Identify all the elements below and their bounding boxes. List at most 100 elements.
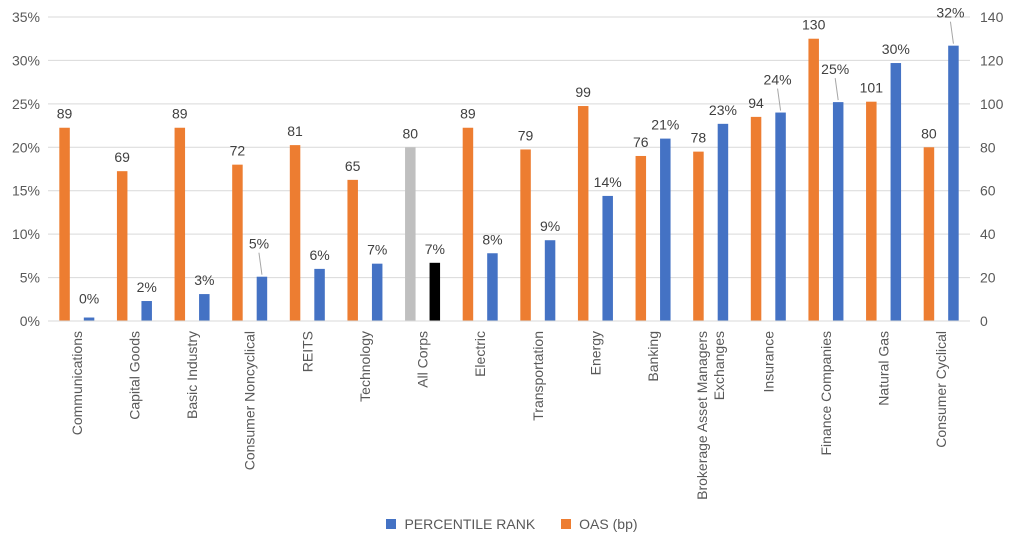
y-right-tick-label: 80 bbox=[980, 139, 996, 155]
category-label: Banking bbox=[645, 331, 661, 382]
y-right-tick-label: 100 bbox=[980, 96, 1004, 112]
percentile-bar bbox=[256, 276, 268, 321]
callout-line bbox=[777, 88, 782, 111]
y-left-tick-label: 5% bbox=[20, 270, 40, 286]
category-label-line: REITS bbox=[299, 331, 315, 372]
oas-data-label: 130 bbox=[802, 17, 826, 33]
y-left-tick-label: 30% bbox=[12, 52, 40, 68]
percentile-bar bbox=[314, 268, 325, 321]
category-label: Consumer Cyclical bbox=[933, 331, 949, 448]
category-label: Technology bbox=[357, 331, 373, 402]
percentile-bar bbox=[544, 240, 556, 321]
category-label-line: Technology bbox=[357, 331, 373, 402]
percentile-bar bbox=[602, 195, 613, 321]
callout-line bbox=[834, 78, 839, 101]
oas-bar bbox=[59, 127, 70, 321]
y-right-tick-label: 120 bbox=[980, 52, 1004, 68]
oas-bar bbox=[693, 151, 704, 321]
oas-bar bbox=[866, 101, 877, 321]
oas-bar bbox=[635, 155, 647, 321]
y-left-tick-label: 35% bbox=[12, 9, 40, 25]
y-left-tick-label: 15% bbox=[12, 183, 40, 199]
category-label-line: Exchanges bbox=[711, 331, 727, 400]
legend-item-oas: OAS (bp) bbox=[561, 516, 638, 532]
callout-line bbox=[949, 21, 954, 44]
percentile-bar bbox=[199, 294, 210, 321]
category-label: Electric bbox=[472, 331, 488, 377]
category-label: All Corps bbox=[415, 331, 431, 388]
y-left-tick-label: 20% bbox=[12, 139, 40, 155]
category-label: Communications bbox=[69, 331, 85, 435]
percentile-data-label: 6% bbox=[309, 247, 329, 263]
percentile-data-label: 30% bbox=[882, 41, 910, 57]
percentile-data-label: 14% bbox=[594, 174, 622, 190]
percentile-data-label: 25% bbox=[821, 61, 849, 77]
percentile-data-label: 8% bbox=[482, 231, 502, 247]
category-label: Energy bbox=[587, 331, 603, 375]
oas-data-label: 76 bbox=[633, 134, 649, 150]
percentile-bar bbox=[890, 63, 902, 321]
category-label: Brokerage Asset Managers Exchanges bbox=[694, 331, 727, 500]
oas-bar bbox=[520, 149, 531, 321]
category-label-line: Finance Companies bbox=[818, 331, 834, 456]
oas-data-label: 101 bbox=[860, 80, 884, 96]
category-label-line: Electric bbox=[472, 331, 488, 377]
percentile-bar bbox=[371, 263, 383, 321]
legend: PERCENTILE RANK OAS (bp) bbox=[0, 516, 1024, 532]
legend-swatch-percentile-rank bbox=[386, 519, 397, 529]
oas-bar bbox=[232, 164, 243, 321]
category-label: Capital Goods bbox=[126, 331, 142, 420]
category-label-line: Basic Industry bbox=[184, 331, 200, 419]
oas-bar bbox=[577, 106, 589, 322]
oas-data-label: 72 bbox=[230, 143, 246, 159]
category-label: Consumer Noncyclical bbox=[242, 331, 258, 470]
oas-bar bbox=[116, 171, 128, 321]
category-label: Basic Industry bbox=[184, 331, 200, 419]
oas-data-label: 89 bbox=[172, 106, 188, 122]
percentile-data-label: 0% bbox=[79, 291, 99, 307]
oas-bar bbox=[174, 127, 186, 321]
oas-bar bbox=[923, 147, 935, 321]
y-right-tick-label: 0 bbox=[980, 313, 988, 329]
category-label-line: Insurance bbox=[760, 331, 776, 393]
oas-data-label: 79 bbox=[518, 127, 534, 143]
y-right-tick-label: 20 bbox=[980, 270, 996, 286]
callout-line bbox=[258, 252, 263, 275]
percentile-data-label: 21% bbox=[651, 117, 679, 133]
category-label-line: Banking bbox=[645, 331, 661, 382]
oas-data-label: 81 bbox=[287, 123, 303, 139]
percentile-data-label: 9% bbox=[540, 218, 560, 234]
category-label: Finance Companies bbox=[818, 331, 834, 456]
legend-item-percentile-rank: PERCENTILE RANK bbox=[386, 516, 535, 532]
y-right-tick-label: 60 bbox=[980, 183, 996, 199]
oas-bar bbox=[289, 145, 301, 321]
y-left-tick-label: 10% bbox=[12, 226, 40, 242]
oas-data-label: 89 bbox=[460, 106, 476, 122]
y-right-tick-label: 40 bbox=[980, 226, 996, 242]
category-label-line: Consumer Noncyclical bbox=[242, 331, 258, 470]
category-label-line: Natural Gas bbox=[876, 331, 892, 406]
oas-bar bbox=[462, 127, 474, 321]
category-label-line: Brokerage Asset Managers bbox=[694, 331, 710, 500]
percentile-data-label: 24% bbox=[764, 72, 792, 88]
category-label-line: Consumer Cyclical bbox=[933, 331, 949, 448]
percentile-bar bbox=[141, 301, 152, 321]
percentile-data-label: 7% bbox=[425, 241, 445, 257]
percentile-data-label: 5% bbox=[249, 236, 269, 252]
oas-bar bbox=[347, 179, 358, 321]
oas-data-label: 78 bbox=[691, 130, 707, 146]
category-label: REITS bbox=[299, 331, 315, 372]
percentile-data-label: 3% bbox=[194, 272, 214, 288]
percentile-bar bbox=[487, 253, 498, 321]
category-label-line: Energy bbox=[587, 331, 603, 375]
oas-data-label: 69 bbox=[114, 149, 130, 165]
legend-label-oas: OAS (bp) bbox=[579, 516, 638, 532]
y-left-tick-label: 25% bbox=[12, 96, 40, 112]
percentile-data-label: 32% bbox=[936, 5, 964, 21]
y-right-tick-label: 140 bbox=[980, 9, 1004, 25]
category-label: Natural Gas bbox=[876, 331, 892, 406]
category-label-line: All Corps bbox=[415, 331, 431, 388]
legend-swatch-oas bbox=[561, 519, 572, 529]
